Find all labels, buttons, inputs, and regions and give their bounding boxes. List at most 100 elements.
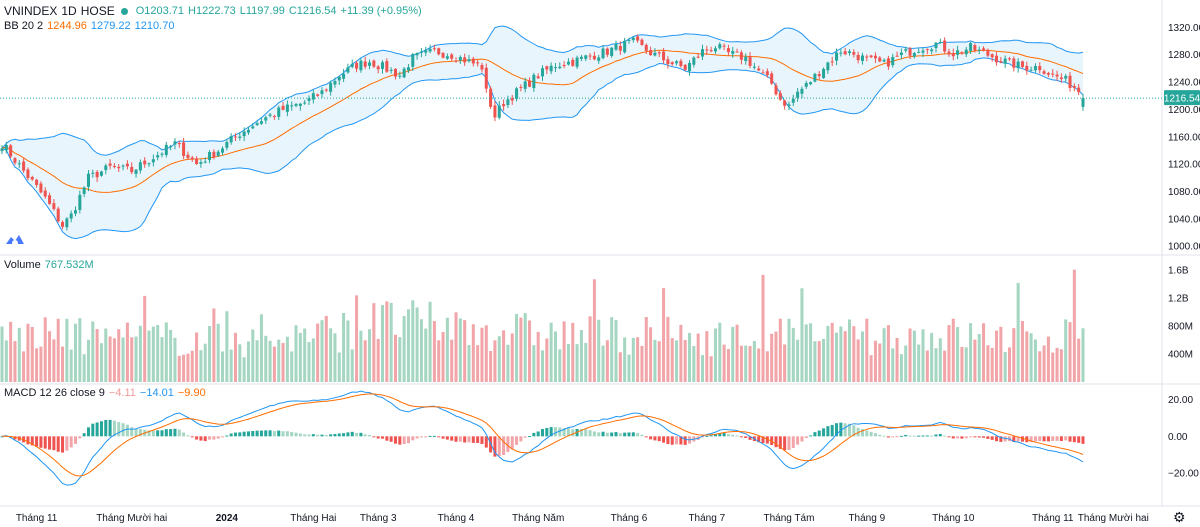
volume-bar xyxy=(484,325,488,382)
macd-histogram-bar xyxy=(925,435,929,437)
candle-body xyxy=(65,218,69,228)
candle-body xyxy=(934,42,938,49)
candle-body xyxy=(389,69,393,71)
tradingview-logo-icon[interactable] xyxy=(5,232,25,246)
volume-bar xyxy=(930,332,934,382)
macd-legend[interactable]: MACD 12 26 close 9 −4.11 −14.01 −9.90 xyxy=(4,387,206,399)
candle-body xyxy=(61,221,65,227)
volume-bar xyxy=(0,326,4,382)
volume-bar xyxy=(346,320,350,382)
volume-bar xyxy=(91,321,95,382)
candle-body xyxy=(0,148,4,152)
macd-histogram-bar xyxy=(13,436,17,440)
candle-body xyxy=(406,67,410,71)
volume-bar xyxy=(532,345,536,382)
macd-histogram-bar xyxy=(255,430,259,437)
volume-bar xyxy=(899,354,903,382)
volume-bar xyxy=(502,330,506,382)
volume-bar xyxy=(592,279,596,382)
volume-bar xyxy=(134,336,138,382)
volume-bar xyxy=(380,305,385,382)
volume-bar xyxy=(316,323,320,382)
volume-legend[interactable]: Volume 767.532M xyxy=(4,259,94,271)
ohlc-low: L1197.99 xyxy=(239,5,285,17)
volume-bar xyxy=(713,328,717,382)
macd-histogram-bar xyxy=(359,432,363,437)
volume-bar xyxy=(623,337,627,382)
macd-histogram-bar xyxy=(770,436,774,446)
volume-bar xyxy=(830,322,834,382)
last-price-badge xyxy=(1164,90,1200,106)
candle-body xyxy=(125,163,129,167)
candle-body xyxy=(1020,61,1024,67)
candle-body xyxy=(130,166,134,173)
volume-bar xyxy=(990,347,994,382)
macd-histogram-bar xyxy=(454,436,458,442)
candle-body xyxy=(480,65,484,70)
macd-histogram-bar xyxy=(1012,436,1016,443)
macd-histogram-bar xyxy=(731,434,735,437)
macd-histogram-bar xyxy=(528,436,532,438)
macd-histogram-bar xyxy=(368,435,372,437)
macd-histogram-bar xyxy=(796,436,800,445)
volume-bar xyxy=(839,326,843,382)
candle-body xyxy=(1038,66,1042,71)
candle-body xyxy=(199,162,203,164)
candle-body xyxy=(653,52,657,56)
candle-body xyxy=(1072,86,1076,88)
volume-bar xyxy=(938,338,942,382)
interval[interactable]: 1D xyxy=(61,4,77,18)
candle-body xyxy=(882,59,886,62)
volume-bar xyxy=(190,350,194,382)
price-tick-label: 1160.00 xyxy=(1168,132,1200,143)
volume-bar xyxy=(618,352,622,382)
volume-bar xyxy=(510,333,514,382)
volume-bar xyxy=(562,321,566,382)
volume-bar xyxy=(614,319,618,382)
candle-body xyxy=(748,56,752,66)
candle-body xyxy=(605,48,609,55)
candle-body xyxy=(82,187,86,194)
macd-histogram-bar xyxy=(480,436,484,444)
volume-bar xyxy=(1029,333,1033,382)
macd-histogram-bar xyxy=(385,436,389,441)
volume-bar xyxy=(627,354,631,382)
candle-body xyxy=(523,81,527,89)
volume-bar xyxy=(856,339,860,382)
volume-bar xyxy=(649,327,653,382)
volume-bar xyxy=(783,344,787,382)
volume-bar xyxy=(320,320,324,382)
macd-histogram-bar xyxy=(298,433,302,437)
volume-bar xyxy=(597,319,601,382)
time-axis-label: Tháng Năm xyxy=(512,513,564,524)
volume-bar xyxy=(445,317,449,382)
symbol-name[interactable]: VNINDEX xyxy=(4,4,58,18)
candle-body xyxy=(393,68,397,77)
candle-body xyxy=(618,45,622,51)
bb-legend[interactable]: BB 20 2 1244.96 1279.22 1210.70 xyxy=(4,20,174,32)
volume-bar xyxy=(800,288,804,382)
volume-bar xyxy=(934,348,938,382)
volume-bar xyxy=(761,274,765,382)
volume-bar xyxy=(1003,351,1007,382)
candle-body xyxy=(662,51,666,61)
candle-body xyxy=(579,56,583,59)
volume-bar xyxy=(173,337,177,382)
settings-gear-icon[interactable]: ⚙ xyxy=(1173,509,1186,525)
candle-body xyxy=(86,173,90,187)
macd-histogram-bar xyxy=(722,433,726,437)
volume-bar xyxy=(904,345,908,382)
volume-bar xyxy=(277,339,281,382)
volume-bar xyxy=(385,301,389,382)
candle-body xyxy=(826,62,830,71)
candle-body xyxy=(813,73,817,82)
macd-histogram-bar xyxy=(592,431,596,437)
time-axis-label: Tháng 6 xyxy=(611,513,648,524)
bb-band-fill xyxy=(2,26,1083,239)
volume-bar xyxy=(709,356,713,382)
volume-bar xyxy=(657,341,661,382)
candle-body xyxy=(899,52,903,56)
candle-body xyxy=(553,67,557,69)
candle-body xyxy=(692,57,696,65)
